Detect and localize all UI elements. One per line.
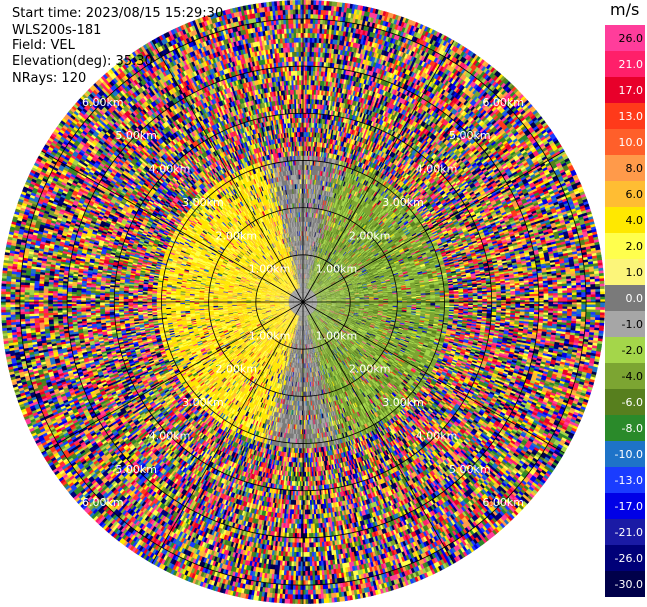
ring-label: 1.00km <box>249 263 291 276</box>
colorbar-tick-label: 2.0 <box>626 240 644 253</box>
colorbar-tick-label: 21.0 <box>619 58 644 71</box>
colorbar-tick-label: -21.0 <box>615 526 643 539</box>
ring-label: 4.00km <box>149 163 191 176</box>
ring-label: 5.00km <box>115 129 157 142</box>
nrays-label: NRays: 120 <box>12 71 86 86</box>
ring-label: 3.00km <box>382 196 424 209</box>
colorbar-tick-label: -8.0 <box>622 422 643 435</box>
colorbar-tick-label: 0.0 <box>626 292 644 305</box>
instrument-label: WLS200s-181 <box>12 23 101 38</box>
colorbar-tick-label: 13.0 <box>619 110 644 123</box>
ring-label: 1.00km <box>249 329 291 342</box>
colorbar-tick-label: -6.0 <box>622 396 643 409</box>
colorbar-tick-label: 6.0 <box>626 188 644 201</box>
ring-label: 5.00km <box>115 463 157 476</box>
colorbar-tick-label: -10.0 <box>615 448 643 461</box>
ring-label: 4.00km <box>416 430 458 443</box>
ring-label: 6.00km <box>482 496 524 509</box>
colorbar-tick-label: -2.0 <box>622 344 643 357</box>
ring-label: 6.00km <box>82 96 124 109</box>
ring-label: 2.00km <box>216 229 258 242</box>
colorbar-tick-label: 8.0 <box>626 162 644 175</box>
colorbar-unit-label: m/s <box>610 0 639 19</box>
colorbar-tick-label: -26.0 <box>615 552 643 565</box>
ring-label: 1.00km <box>316 263 358 276</box>
ring-label: 3.00km <box>182 196 224 209</box>
start-time-label: Start time: 2023/08/15 15:29:30 <box>12 6 223 21</box>
field-label: Field: VEL <box>12 38 75 53</box>
colorbar-tick-label: -1.0 <box>622 318 643 331</box>
colorbar-tick-label: 26.0 <box>619 32 644 45</box>
colorbar-tick-label: -4.0 <box>622 370 643 383</box>
ring-label: 4.00km <box>149 430 191 443</box>
ring-label: 5.00km <box>449 463 491 476</box>
ring-label: 3.00km <box>182 396 224 409</box>
ring-label: 4.00km <box>416 163 458 176</box>
ppi-plot: 1.00km 2.00km 3.00km 4.00km 5.00km 6.00km 1.00… <box>0 0 605 607</box>
ring-label: 2.00km <box>349 229 391 242</box>
colorbar-tick-label: 4.0 <box>626 214 644 227</box>
colorbar-tick-label: 1.0 <box>626 266 644 279</box>
colorbar-tick-label: 17.0 <box>619 84 644 97</box>
colorbar-tick-label: -30.0 <box>615 578 643 591</box>
colorbar-tick-label: -17.0 <box>615 500 643 513</box>
ring-label: 3.00km <box>382 396 424 409</box>
colorbar-tick-label: 10.0 <box>619 136 644 149</box>
colorbar-tick-label: -13.0 <box>615 474 643 487</box>
ring-label: 6.00km <box>482 96 524 109</box>
ring-label: 1.00km <box>316 329 358 342</box>
ring-label: 2.00km <box>349 363 391 376</box>
ring-label: 6.00km <box>82 496 124 509</box>
colorbar: 26.0 21.0 17.0 13.0 10.0 8.0 6.0 4.0 2.0 1.0 0.0 -1… <box>605 25 645 597</box>
ring-label: 5.00km <box>449 129 491 142</box>
ring-label: 2.00km <box>216 363 258 376</box>
elevation-label: Elevation(deg): 35.30 <box>12 54 153 69</box>
